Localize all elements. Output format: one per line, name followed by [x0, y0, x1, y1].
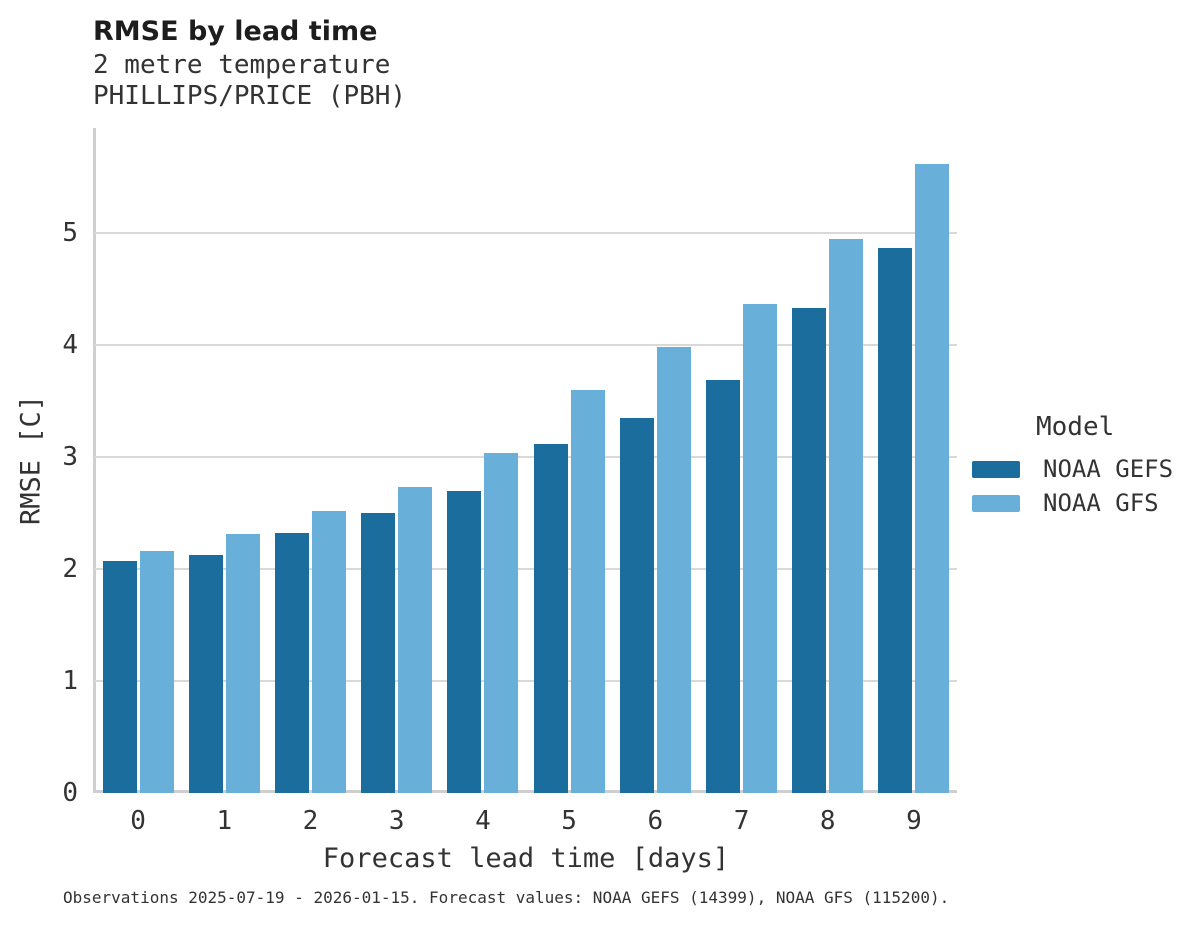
y-axis-tick-labels: 0 1 2 3 4 5 [0, 128, 78, 808]
bar-noaa-gfs-lead-0 [139, 551, 174, 793]
bar-group-lead-1 [181, 534, 267, 793]
x-axis-tick-labels: 0 1 2 3 4 5 6 7 8 9 [95, 806, 957, 836]
bar-noaa-gfs-lead-2 [312, 511, 346, 793]
x-tick-label-2: 2 [302, 806, 319, 836]
bar-group-lead-7 [698, 304, 784, 793]
bar-group-lead-2 [267, 511, 353, 793]
bar-noaa-gefs-lead-6 [619, 418, 654, 793]
bar-noaa-gefs-lead-9 [878, 248, 913, 793]
bar-noaa-gefs-lead-8 [792, 308, 827, 793]
legend-title: Model [1036, 412, 1115, 442]
bar-noaa-gefs-lead-1 [188, 555, 223, 793]
x-tick-label-5: 5 [561, 806, 577, 836]
x-axis-title: Forecast lead time [days] [322, 843, 730, 874]
bar-noaa-gfs-lead-7 [743, 304, 778, 793]
chart-subtitle-line-2: PHILLIPS/PRICE (PBH) [93, 81, 407, 111]
x-tick-label-8: 8 [819, 806, 836, 836]
bar-noaa-gefs-lead-3 [361, 513, 396, 793]
bar-group-lead-9 [871, 164, 957, 793]
y-axis-line [93, 128, 96, 793]
bar-noaa-gfs-lead-5 [570, 390, 605, 793]
bar-group-lead-6 [612, 347, 698, 793]
caption: Observations 2025-07-19 - 2026-01-15. Fo… [63, 888, 950, 907]
legend-item-noaa-gefs: NOAA GEFS [972, 452, 1173, 486]
bar-noaa-gfs-lead-4 [484, 453, 519, 793]
y-tick-label-5: 5 [62, 218, 78, 248]
gridline-y-4 [95, 344, 957, 346]
chart-title: RMSE by lead time [93, 16, 378, 47]
gridline-y-5 [95, 232, 957, 234]
gridline-y-1 [95, 680, 957, 682]
x-axis-line [93, 790, 957, 793]
bar-noaa-gfs-lead-1 [225, 534, 260, 793]
x-tick-label-0: 0 [130, 806, 146, 836]
legend-swatch-noaa-gfs-icon [972, 494, 1020, 512]
legend: Model NOAA GEFS NOAA GFS [972, 412, 1173, 520]
x-tick-label-9: 9 [906, 806, 922, 836]
bar-group-lead-5 [526, 390, 612, 793]
y-tick-label-2: 2 [62, 554, 78, 584]
y-tick-label-1: 1 [62, 666, 78, 696]
bar-noaa-gfs-lead-6 [656, 347, 691, 793]
bar-noaa-gefs-lead-4 [447, 491, 482, 793]
bar-noaa-gefs-lead-5 [533, 444, 568, 793]
bar-noaa-gefs-lead-2 [275, 533, 309, 793]
bar-groups [95, 128, 957, 793]
legend-label-noaa-gfs: NOAA GFS [1043, 489, 1159, 517]
legend-item-noaa-gfs: NOAA GFS [972, 486, 1173, 520]
y-tick-label-0: 0 [62, 778, 78, 808]
chart-subtitle-line-1: 2 metre temperature [93, 50, 391, 80]
bar-noaa-gfs-lead-3 [398, 487, 433, 793]
x-tick-label-4: 4 [475, 806, 491, 836]
bar-group-lead-3 [354, 487, 440, 793]
bar-noaa-gfs-lead-8 [829, 239, 864, 793]
bar-noaa-gefs-lead-7 [706, 380, 741, 793]
y-tick-label-4: 4 [62, 330, 78, 360]
bar-group-lead-4 [440, 453, 526, 793]
legend-swatch-noaa-gefs-icon [972, 460, 1020, 478]
legend-label-noaa-gefs: NOAA GEFS [1043, 455, 1174, 483]
plot-area [93, 128, 957, 793]
x-tick-label-6: 6 [647, 806, 664, 836]
x-tick-label-1: 1 [216, 806, 233, 836]
bar-group-lead-8 [785, 239, 871, 793]
bar-noaa-gfs-lead-9 [915, 164, 950, 793]
y-tick-label-3: 3 [62, 442, 78, 472]
x-tick-label-3: 3 [388, 806, 405, 836]
x-tick-label-7: 7 [733, 806, 750, 836]
bar-noaa-gefs-lead-0 [102, 561, 137, 793]
bar-group-lead-0 [95, 551, 181, 793]
gridline-y-2 [95, 568, 957, 570]
chart-subtitle: 2 metre temperature PHILLIPS/PRICE (PBH) [93, 50, 406, 112]
gridline-y-3 [95, 456, 957, 458]
